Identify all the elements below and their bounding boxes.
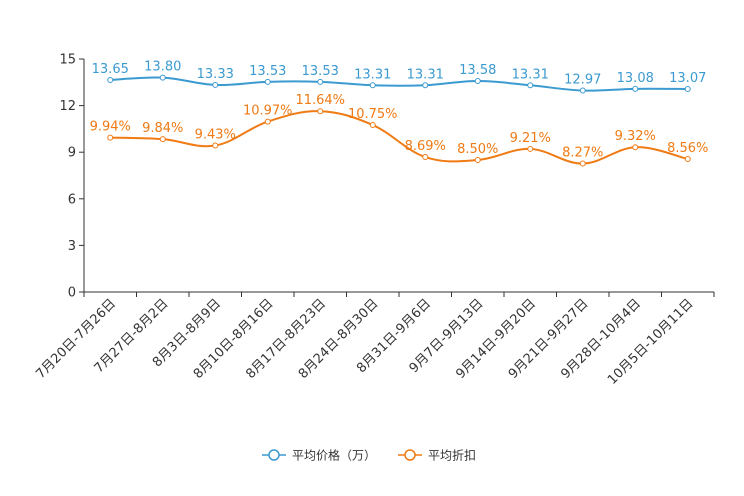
data-label: 9.94% bbox=[90, 120, 131, 135]
legend-item[interactable]: 平均价格（万） bbox=[262, 448, 376, 463]
data-label: 13.53 bbox=[302, 64, 339, 79]
data-label: 13.31 bbox=[407, 67, 444, 82]
data-point[interactable] bbox=[159, 74, 166, 81]
series-line bbox=[110, 110, 688, 165]
data-point[interactable] bbox=[474, 156, 481, 163]
data-label: 11.64% bbox=[295, 93, 345, 108]
data-point[interactable] bbox=[212, 81, 219, 88]
series-line bbox=[110, 76, 688, 92]
data-point[interactable] bbox=[632, 144, 639, 151]
data-point[interactable] bbox=[684, 156, 691, 163]
y-tick-label: 6 bbox=[68, 192, 76, 207]
data-label: 10.97% bbox=[243, 104, 293, 119]
data-label: 8.50% bbox=[457, 142, 498, 157]
data-point[interactable] bbox=[107, 76, 114, 83]
data-label: 8.56% bbox=[667, 141, 708, 156]
data-label: 13.07 bbox=[669, 71, 706, 86]
data-label: 13.58 bbox=[459, 63, 496, 78]
data-point[interactable] bbox=[264, 118, 271, 125]
data-point[interactable] bbox=[107, 134, 114, 141]
data-point[interactable] bbox=[422, 82, 429, 89]
data-point[interactable] bbox=[317, 78, 324, 85]
data-label: 8.27% bbox=[562, 146, 603, 161]
legend-marker bbox=[268, 449, 280, 461]
data-point[interactable] bbox=[684, 85, 691, 92]
data-label: 8.69% bbox=[405, 139, 446, 154]
data-label: 9.84% bbox=[142, 121, 183, 136]
data-label: 13.08 bbox=[617, 71, 654, 86]
data-label: 9.21% bbox=[510, 131, 551, 146]
y-tick-label: 0 bbox=[68, 286, 76, 301]
legend: 平均价格（万） 平均折扣 bbox=[262, 448, 476, 463]
data-label: 13.33 bbox=[197, 67, 234, 82]
data-point[interactable] bbox=[369, 122, 376, 129]
data-label: 9.32% bbox=[615, 129, 656, 144]
data-point[interactable] bbox=[212, 142, 219, 149]
data-point[interactable] bbox=[369, 82, 376, 89]
data-label: 10.75% bbox=[348, 107, 398, 122]
series-layer: 13.65 13.80 13.33 13.53 13.53 13.31 13.31 13.58… bbox=[90, 60, 708, 167]
data-label: 13.31 bbox=[512, 67, 549, 82]
data-point[interactable] bbox=[579, 87, 586, 94]
data-point[interactable] bbox=[317, 108, 324, 115]
data-label: 13.53 bbox=[249, 64, 286, 79]
legend-marker bbox=[404, 449, 416, 461]
y-tick-label: 15 bbox=[59, 53, 76, 68]
axes: 036912157月20日-7月26日7月27日-8月2日8月3日-8月9日8月… bbox=[33, 53, 715, 388]
data-label: 9.43% bbox=[195, 128, 236, 143]
data-label: 13.65 bbox=[92, 62, 129, 77]
legend-item[interactable]: 平均折扣 bbox=[398, 448, 476, 463]
y-tick-label: 3 bbox=[68, 239, 76, 254]
data-point[interactable] bbox=[474, 78, 481, 85]
data-label: 12.97 bbox=[564, 73, 601, 88]
data-point[interactable] bbox=[159, 136, 166, 143]
legend-label: 平均价格（万） bbox=[292, 448, 376, 463]
data-point[interactable] bbox=[422, 154, 429, 161]
data-point[interactable] bbox=[264, 78, 271, 85]
data-point[interactable] bbox=[527, 82, 534, 89]
data-point[interactable] bbox=[579, 160, 586, 167]
series-0: 13.65 13.80 13.33 13.53 13.53 13.31 13.31 13.58… bbox=[92, 60, 706, 94]
y-tick-label: 12 bbox=[59, 99, 76, 114]
data-point[interactable] bbox=[632, 85, 639, 92]
data-point[interactable] bbox=[527, 145, 534, 152]
series-1: 9.94% 9.84% 9.43% 10.97%11.64%10.75% 8.69% 8.… bbox=[90, 93, 708, 167]
legend-label: 平均折扣 bbox=[428, 448, 476, 463]
data-label: 13.80 bbox=[144, 60, 181, 75]
y-tick-label: 9 bbox=[68, 146, 76, 161]
data-label: 13.31 bbox=[354, 67, 391, 82]
